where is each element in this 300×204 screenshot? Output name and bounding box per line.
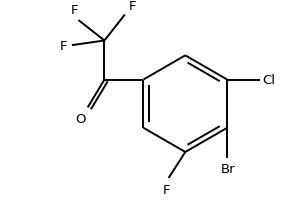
Text: O: O xyxy=(75,112,86,125)
Text: F: F xyxy=(163,183,170,196)
Text: F: F xyxy=(60,39,67,52)
Text: Cl: Cl xyxy=(262,74,275,86)
Text: F: F xyxy=(71,4,79,17)
Text: F: F xyxy=(129,0,136,13)
Text: Br: Br xyxy=(221,162,236,175)
